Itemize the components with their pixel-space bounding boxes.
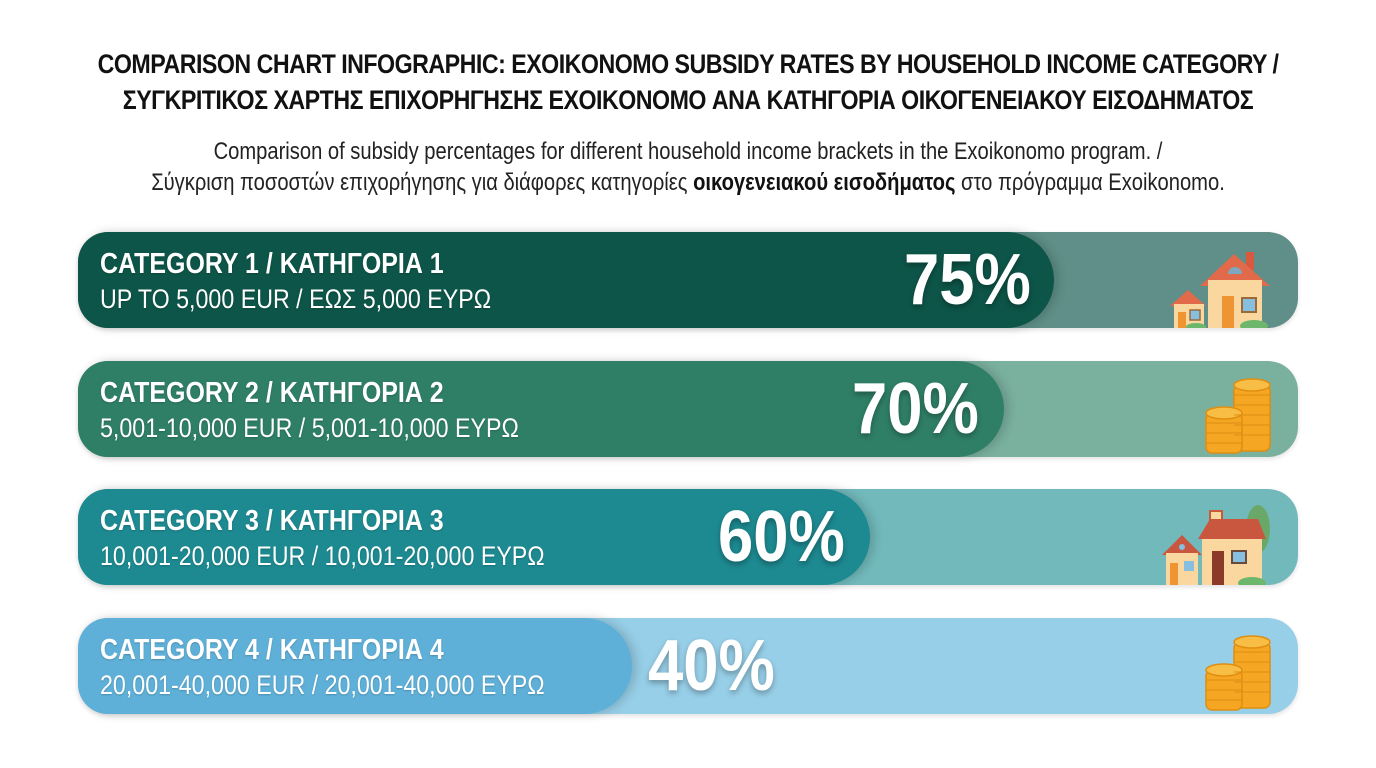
- chart-subtitle: Comparison of subsidy percentages for di…: [110, 136, 1266, 198]
- category-4-percent: 40%: [648, 626, 775, 706]
- category-3-income-range: 10,001-20,000 EUR / 10,001-20,000 ΕΥΡΩ: [100, 541, 545, 571]
- subtitle-emphasis: οικογενειακού εισοδήματος: [693, 169, 956, 196]
- category-4-bar-track: CATEGORY 4 / ΚΑΤΗΓΟΡΙΑ 4 20,001-40,000 E…: [78, 618, 1298, 714]
- subtitle-line-greek: Σύγκριση ποσοστών επιχορήγησης για διάφο…: [151, 169, 1225, 196]
- category-3-label: CATEGORY 3 / ΚΑΤΗΓΟΡΙΑ 3: [100, 505, 444, 537]
- category-1-label: CATEGORY 1 / ΚΑΤΗΓΟΡΙΑ 1: [100, 248, 444, 280]
- category-4-bar-fill: [78, 618, 632, 714]
- category-2-label: CATEGORY 2 / ΚΑΤΗΓΟΡΙΑ 2: [100, 377, 444, 409]
- coins-icon: [1205, 378, 1271, 454]
- coins-icon: [1205, 635, 1271, 711]
- category-3-bar-track: CATEGORY 3 / ΚΑΤΗΓΟΡΙΑ 3 10,001-20,000 E…: [78, 489, 1298, 585]
- category-2-income-range: 5,001-10,000 EUR / 5,001-10,000 ΕΥΡΩ: [100, 413, 519, 443]
- category-1-bar-fill: [78, 232, 1054, 328]
- category-1-bar-track: CATEGORY 1 / ΚΑΤΗΓΟΡΙΑ 1 UP TO 5,000 EUR…: [78, 232, 1298, 328]
- subtitle-line-english: Comparison of subsidy percentages for di…: [213, 138, 1163, 165]
- category-1-income-range: UP TO 5,000 EUR / ΕΩΣ 5,000 ΕΥΡΩ: [100, 284, 492, 314]
- houses-icon: [1170, 252, 1270, 328]
- chart-title: COMPARISON CHART INFOGRAPHIC: EXOIKONOMO…: [96, 46, 1279, 118]
- category-1-percent: 75%: [904, 240, 1031, 320]
- category-2-bar-track: CATEGORY 2 / ΚΑΤΗΓΟΡΙΑ 2 5,001-10,000 EU…: [78, 361, 1298, 457]
- category-2-percent: 70%: [852, 369, 979, 449]
- category-2-bar-fill: [78, 361, 1004, 457]
- title-line-greek: ΣΥΓΚΡΙΤΙΚΟΣ ΧΑΡΤΗΣ ΕΠΙΧΟΡΗΓΗΣΗΣ EXOIKONO…: [122, 85, 1254, 115]
- title-line-english: COMPARISON CHART INFOGRAPHIC: EXOIKONOMO…: [97, 49, 1279, 79]
- category-3-bar-fill: [78, 489, 870, 585]
- houses-icon: [1162, 505, 1270, 585]
- category-4-income-range: 20,001-40,000 EUR / 20,001-40,000 ΕΥΡΩ: [100, 670, 545, 700]
- category-3-percent: 60%: [718, 497, 845, 577]
- category-4-label: CATEGORY 4 / ΚΑΤΗΓΟΡΙΑ 4: [100, 634, 444, 666]
